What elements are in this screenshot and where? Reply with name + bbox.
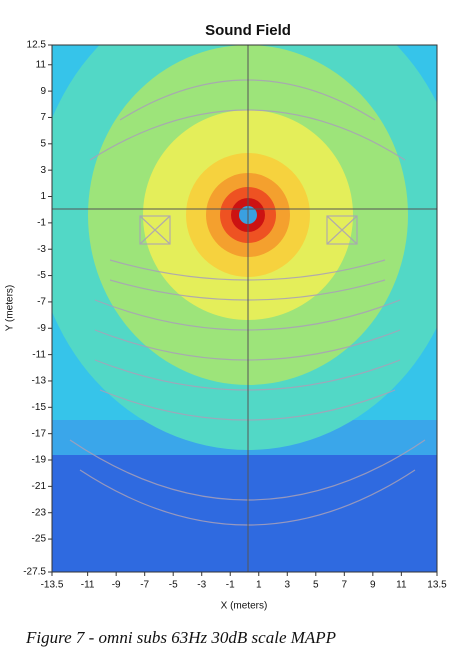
y-tick-label: 5 bbox=[40, 138, 46, 149]
y-tick-label: -7 bbox=[37, 297, 46, 308]
y-tick-label: 1 bbox=[40, 191, 46, 202]
x-axis-label: X (meters) bbox=[221, 601, 268, 612]
y-tick-label: 11 bbox=[36, 59, 47, 70]
x-tick-label: 5 bbox=[313, 580, 319, 591]
y-tick-label: 9 bbox=[40, 86, 46, 97]
x-tick-label: 9 bbox=[370, 580, 376, 591]
chart-title: Sound Field bbox=[205, 22, 291, 39]
x-tick-label: 13.5 bbox=[427, 580, 447, 591]
y-axis-label: Y (meters) bbox=[5, 285, 16, 332]
y-tick-label: -27.5 bbox=[23, 567, 46, 578]
x-tick-label: -9 bbox=[112, 580, 121, 591]
y-tick-label: -3 bbox=[37, 244, 46, 255]
y-tick-label: -23 bbox=[32, 507, 47, 518]
x-tick-label: -11 bbox=[81, 580, 95, 591]
x-tick-label: 7 bbox=[342, 580, 348, 591]
caption: Figure 7 - omni subs 63Hz 30dB scale MAP… bbox=[26, 628, 337, 647]
y-tick-label: -19 bbox=[32, 455, 47, 466]
x-tick-label: 11 bbox=[396, 580, 407, 591]
x-tick-label: 3 bbox=[284, 580, 290, 591]
x-tick-label: -7 bbox=[140, 580, 149, 591]
plot-frame bbox=[51, 44, 438, 573]
y-tick-label: -17 bbox=[32, 428, 47, 439]
y-tick-label: 12.5 bbox=[27, 40, 47, 51]
x-tick-label: 1 bbox=[256, 580, 262, 591]
y-tick-label: -15 bbox=[32, 402, 47, 413]
y-tick-label: -13 bbox=[32, 376, 47, 387]
y-tick-label: -11 bbox=[32, 349, 46, 360]
y-tick-label: -1 bbox=[37, 218, 46, 229]
x-tick-label: -3 bbox=[197, 580, 206, 591]
y-tick-label: -5 bbox=[37, 270, 46, 281]
y-tick-label: -21 bbox=[32, 481, 47, 492]
x-tick-label: -1 bbox=[226, 580, 235, 591]
x-tick-label: -5 bbox=[169, 580, 178, 591]
y-tick-label: -9 bbox=[37, 323, 46, 334]
y-tick-label: 7 bbox=[40, 112, 46, 123]
sound-field bbox=[52, 45, 437, 572]
x-tick-label: -13.5 bbox=[41, 580, 64, 591]
y-tick-label: 3 bbox=[40, 165, 46, 176]
chart: Sound Field X (meters) Y (meters) -13.5 -… bbox=[5, 22, 448, 612]
y-tick-label: -25 bbox=[32, 534, 47, 545]
